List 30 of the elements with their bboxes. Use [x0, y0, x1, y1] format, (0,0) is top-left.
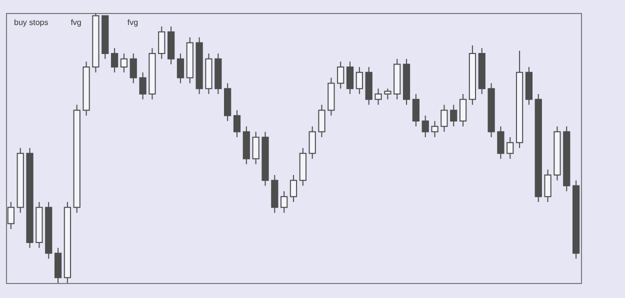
candlestick [384, 88, 392, 100]
candlestick [318, 104, 326, 138]
candlestick [158, 26, 166, 60]
candlestick [497, 126, 504, 160]
candlestick [120, 53, 128, 73]
candlestick [290, 174, 298, 202]
candlestick [440, 104, 448, 132]
annotation: fvg [127, 18, 138, 27]
candlestick [280, 190, 288, 214]
annotation: buy stops [14, 18, 48, 27]
candlestick [431, 120, 438, 138]
candlestick [233, 110, 241, 138]
candlestick [308, 126, 316, 160]
candlestick [544, 169, 552, 202]
candlestick [110, 48, 118, 73]
annotation: fvg [70, 18, 82, 27]
candlestick [506, 136, 514, 160]
candlestick [450, 104, 458, 127]
candlestick [374, 88, 382, 106]
candlestick [346, 61, 354, 94]
candlestick [252, 131, 260, 165]
candlestick [422, 115, 429, 138]
candlestick [459, 94, 467, 127]
candlestick [176, 53, 184, 84]
candlestick [356, 66, 363, 94]
candlestick [412, 94, 420, 127]
candlestick [337, 61, 344, 90]
candlestick [130, 53, 137, 84]
candlestick [139, 72, 146, 100]
candlestick [7, 202, 15, 230]
